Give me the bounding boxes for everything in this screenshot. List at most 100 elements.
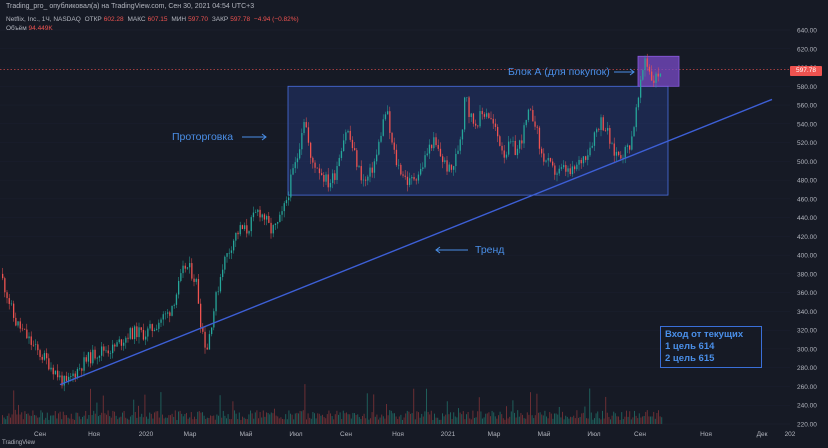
candle-body — [59, 375, 61, 378]
volume-bar — [72, 418, 74, 424]
volume-bar — [307, 413, 309, 424]
volume-bar — [48, 419, 50, 424]
candle-body — [294, 162, 296, 169]
time-tick: 2021 — [441, 431, 456, 438]
volume-bar — [555, 413, 557, 424]
volume-bar — [626, 410, 627, 424]
volume-bar — [661, 417, 663, 424]
candle-body — [514, 140, 516, 156]
volume-bar — [499, 411, 501, 424]
candle-body — [398, 164, 400, 166]
volume-bar — [66, 415, 67, 424]
volume-bar — [69, 418, 71, 424]
candle-body — [580, 159, 582, 164]
volume-bar — [392, 413, 394, 424]
volume-bar — [520, 413, 522, 424]
open-label: ОТКР — [84, 16, 102, 23]
candle-body — [571, 166, 574, 175]
volume-bar — [445, 414, 447, 424]
candle-body — [239, 225, 241, 235]
volume-bar — [197, 411, 199, 424]
volume-bar — [464, 419, 466, 424]
candle-body — [591, 145, 593, 148]
volume-bar — [24, 411, 26, 424]
candle-body — [195, 279, 197, 282]
time-tick: Июл — [587, 431, 600, 438]
volume-bar — [349, 414, 351, 424]
volume-bar — [554, 413, 555, 424]
volume-bar — [186, 412, 187, 424]
candle-body — [464, 97, 466, 130]
volume-bar — [205, 418, 207, 424]
volume-bar — [360, 419, 362, 424]
volume-bar — [258, 418, 259, 424]
volume-bar — [421, 413, 423, 424]
volume-bar — [533, 418, 535, 424]
volume-bar — [110, 417, 112, 424]
volume-bar — [262, 410, 264, 424]
volume-bar — [453, 412, 455, 424]
volume-bar — [30, 415, 32, 424]
volume-bar — [645, 411, 647, 424]
volume-bar — [570, 416, 571, 424]
candle-body — [541, 148, 543, 154]
time-tick: Сен — [340, 431, 352, 438]
volume-bar — [248, 414, 250, 424]
candle-body — [299, 149, 301, 159]
volume-bar — [306, 419, 307, 424]
volume-bar — [584, 406, 586, 424]
volume-bar — [640, 417, 642, 424]
candle-body — [417, 174, 420, 181]
volume-bar — [558, 406, 560, 424]
volume-bar — [294, 413, 296, 424]
volume-bar — [42, 412, 43, 424]
candle-body — [8, 298, 10, 304]
volume-bar — [200, 412, 202, 424]
volume-bar — [310, 418, 312, 424]
volume-bar — [646, 410, 648, 424]
volume-bar — [302, 410, 304, 424]
candle-body — [98, 355, 101, 358]
volume-bar — [138, 405, 139, 424]
volume-bar — [475, 417, 477, 424]
candle-body — [367, 176, 369, 181]
volume-bar — [43, 419, 45, 424]
candle-body — [15, 317, 17, 326]
candle-body — [426, 153, 428, 156]
volume-bar — [539, 412, 541, 424]
candle-body — [261, 214, 263, 218]
volume-bar — [54, 411, 56, 424]
volume-bar — [19, 414, 21, 424]
volume-bar — [338, 414, 339, 424]
volume-bar — [163, 418, 165, 424]
volume-bar — [67, 417, 69, 424]
volume-bar — [434, 413, 435, 424]
volume-bar — [326, 414, 328, 424]
volume-bar — [341, 419, 343, 424]
volume-bar — [437, 417, 439, 424]
price-tick: 540.00 — [797, 121, 817, 128]
volume-bar — [171, 413, 173, 424]
price-tick: 500.00 — [797, 159, 817, 166]
candle-body — [211, 327, 213, 335]
volume-bar — [550, 413, 552, 424]
candle-body — [70, 376, 72, 377]
volume-bar — [136, 417, 138, 424]
volume-bar — [342, 410, 344, 424]
volume-bar — [336, 410, 338, 424]
candle-body — [530, 109, 532, 111]
candle-body — [488, 113, 490, 119]
candle-body — [332, 173, 334, 183]
volume-bar — [264, 416, 266, 424]
candle-body — [263, 214, 266, 220]
candle-body — [259, 209, 261, 218]
volume-bar — [256, 410, 258, 424]
candle-body — [24, 328, 26, 330]
candle-body — [103, 346, 105, 351]
volume-bar — [59, 411, 61, 424]
candle-body — [525, 119, 527, 126]
volume-bar — [507, 418, 509, 424]
volume-bar — [35, 415, 37, 424]
